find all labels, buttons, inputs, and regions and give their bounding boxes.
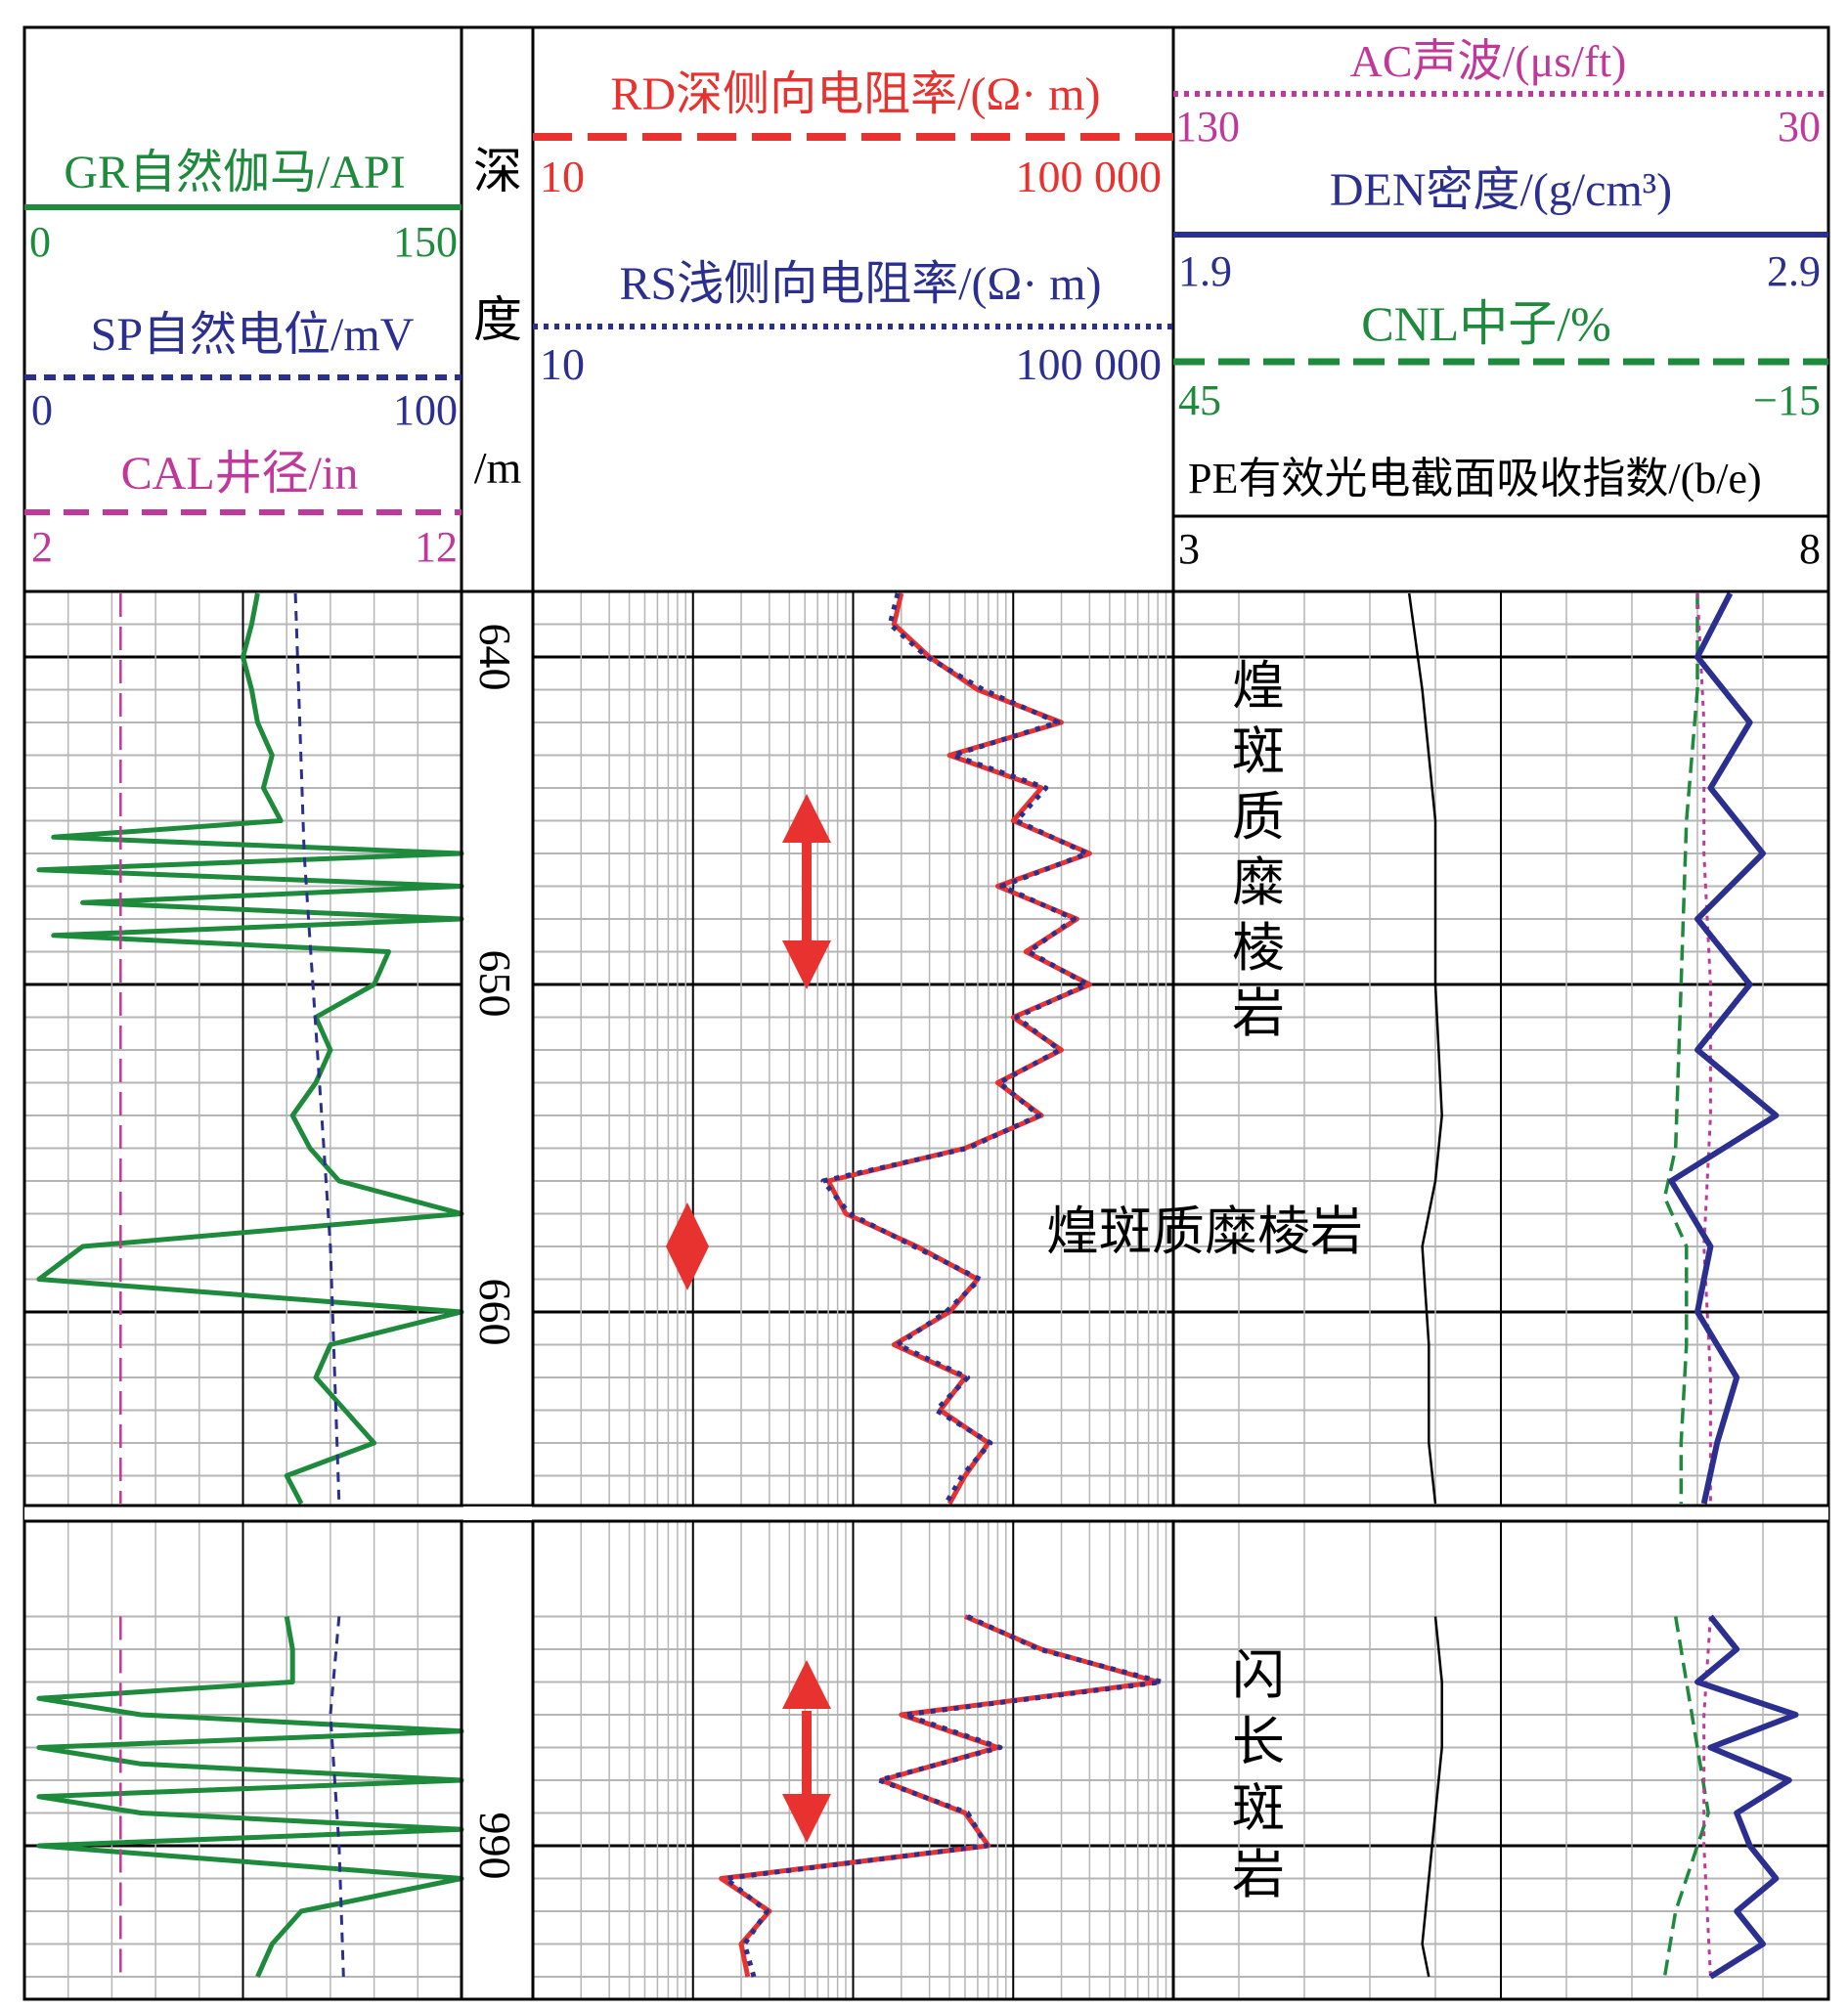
ac-min: 130: [1175, 103, 1240, 151]
double-arrow-1: [782, 794, 831, 989]
lith1-char-5: 棱: [1232, 919, 1285, 978]
depth-axis: 640 650 660 990: [470, 624, 520, 1880]
curve-gr-s2: [36, 1616, 464, 1979]
pe-max: 8: [1799, 525, 1821, 573]
lith1-horizontal: 煌斑质糜棱岩: [1046, 1202, 1363, 1261]
lith1-char-6: 岩: [1232, 984, 1285, 1043]
ac-label: AC声波/(μs/ft): [1350, 36, 1627, 86]
lith1-char-1: 煌: [1232, 657, 1285, 716]
header-frame: [22, 25, 1830, 2001]
cal-label: CAL井径/in: [121, 448, 359, 500]
curve-den-s2: [1694, 1614, 1799, 1980]
depth-tick-650: 650: [470, 950, 520, 1018]
cal-min: 2: [31, 523, 53, 571]
curve-pe-s1: [1407, 592, 1443, 1505]
curve-rs-s1: [820, 592, 1090, 1506]
curve-cnl-s1: [1662, 593, 1699, 1504]
gr-label: GR自然伽马/API: [64, 147, 405, 198]
section-break: [24, 1504, 1828, 1523]
depth-tick-660: 660: [470, 1279, 520, 1346]
lithology-annotations: 煌 斑 质 糜 棱 岩 煌斑质糜棱岩 闪 长 斑 岩: [1046, 657, 1363, 1904]
cnl-max: −15: [1753, 376, 1821, 424]
depth-tick-990: 990: [470, 1812, 520, 1880]
gr-max: 150: [393, 218, 458, 266]
curve-ac-s2: [1702, 1616, 1712, 1978]
curve-cnl-s2: [1662, 1616, 1710, 1978]
depth-header: 深 度 /m: [473, 144, 522, 493]
curve-layer: [36, 591, 1799, 1980]
rs-min: 10: [540, 339, 585, 389]
curve-rd-s1: [825, 592, 1092, 1506]
den-max: 2.9: [1767, 247, 1821, 295]
cal-max: 12: [415, 523, 458, 571]
sp-min: 0: [31, 386, 53, 434]
double-arrow-2: [782, 1660, 831, 1843]
markers: [666, 794, 831, 1843]
curve-gr-s1: [36, 592, 464, 1506]
pe-label: PE有效光电截面吸收指数/(b/e): [1188, 455, 1762, 502]
rd-min: 10: [540, 152, 585, 201]
rs-label: RS浅侧向电阻率/(Ω· m): [619, 258, 1101, 310]
track2-header: RD深侧向电阻率/(Ω· m) 10 100 000 RS浅侧向电阻率/(Ω· …: [533, 68, 1173, 389]
curve-sp-s2: [329, 1616, 345, 1978]
cnl-label: CNL中子/%: [1361, 296, 1611, 351]
lith2-char-4: 岩: [1232, 1846, 1285, 1904]
sp-max: 100: [393, 386, 458, 434]
depth-unit: /m: [474, 443, 522, 493]
diamond-marker: [666, 1202, 709, 1290]
lith1-char-2: 斑: [1232, 722, 1285, 781]
sp-label: SP自然电位/mV: [91, 309, 415, 361]
depth-char-1: 深: [473, 144, 522, 198]
den-min: 1.9: [1178, 247, 1232, 295]
pe-min: 3: [1178, 525, 1200, 573]
curve-pe-s2: [1421, 1616, 1443, 1978]
ac-max: 30: [1778, 103, 1821, 151]
gr-min: 0: [29, 218, 51, 266]
curve-ac-s1: [1695, 592, 1712, 1504]
curve-sp-s1: [293, 592, 341, 1505]
grid-layer: [24, 591, 1828, 1999]
lith2-char-3: 斑: [1232, 1779, 1285, 1838]
depth-char-2: 度: [473, 292, 522, 347]
depth-tick-640: 640: [470, 624, 520, 691]
lith2-char-2: 长: [1232, 1713, 1285, 1771]
lith2-char-1: 闪: [1232, 1646, 1285, 1705]
curve-den-s1: [1668, 591, 1780, 1505]
lith1-char-4: 糜: [1232, 853, 1285, 912]
track1-header: GR自然伽马/API 0 150 SP自然电位/mV 0 100 CAL井径/i…: [24, 147, 462, 571]
rd-label: RD深侧向电阻率/(Ω· m): [611, 68, 1101, 120]
lith1-char-3: 质: [1232, 788, 1285, 847]
cnl-min: 45: [1178, 376, 1221, 424]
track3-header: AC声波/(μs/ft) 130 30 DEN密度/(g/cm³) 1.9 2.…: [1173, 36, 1828, 573]
den-label: DEN密度/(g/cm³): [1330, 164, 1672, 216]
rs-max: 100 000: [1016, 339, 1163, 389]
rd-max: 100 000: [1016, 152, 1163, 201]
curve-rd-s2: [719, 1614, 1161, 1978]
